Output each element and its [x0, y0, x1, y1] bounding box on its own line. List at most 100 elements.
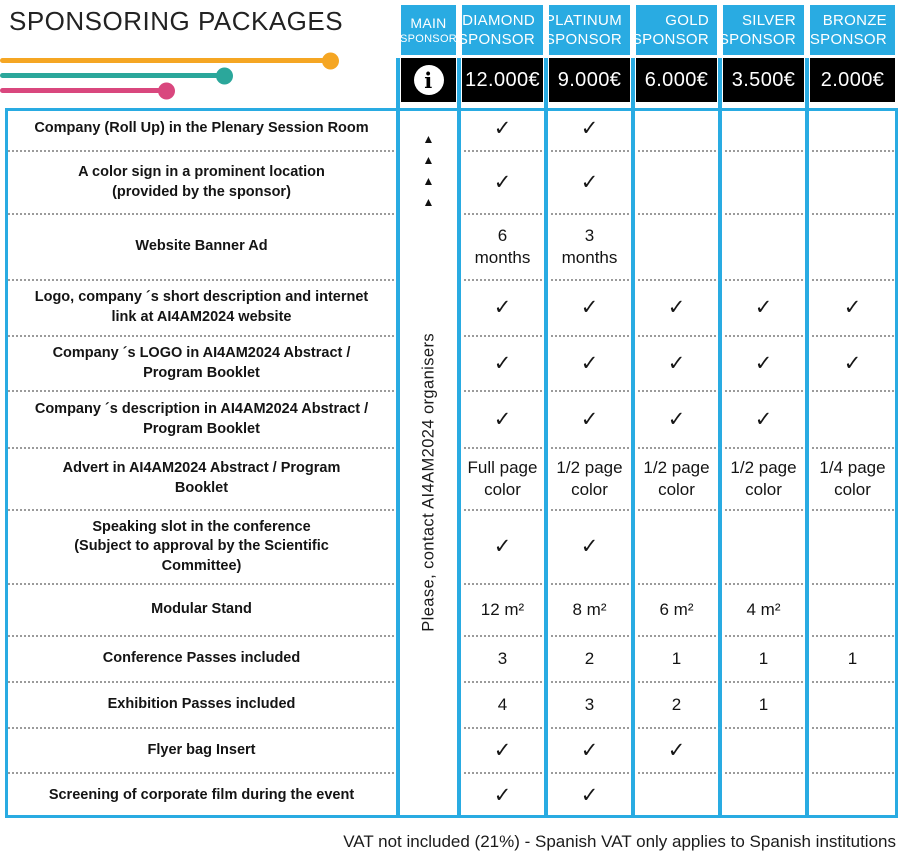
column-divider	[544, 58, 548, 818]
vat-note: VAT not included (21%) - Spanish VAT onl…	[343, 832, 896, 851]
feature-label: Flyer bag Insert	[5, 729, 398, 774]
check-icon: ✓	[580, 784, 599, 808]
check-icon: ✓	[580, 407, 599, 431]
feature-label: Company ´s LOGO in AI4AM2024 Abstract / …	[5, 337, 398, 392]
feature-label: Screening of corporate film during the e…	[48, 787, 355, 804]
package-cell-platinum: ✓	[546, 337, 633, 392]
main-sponsor-note: Please, contact AI4AM2024 organisers	[419, 333, 437, 632]
package-cell-bronze	[807, 683, 898, 729]
package-cell-bronze	[807, 585, 898, 637]
package-cell-silver: 1/2 page color	[720, 449, 807, 511]
package-cell-bronze	[807, 215, 898, 281]
package-cell-bronze	[807, 392, 898, 449]
package-cell-diamond: 6 months	[459, 215, 546, 281]
package-cell-silver	[720, 729, 807, 774]
check-icon: ✓	[754, 407, 773, 431]
package-cell-diamond: 3	[459, 637, 546, 683]
header-line2: SPONSOR	[544, 31, 622, 48]
triangle-icon: ▲	[422, 153, 435, 167]
triangle-icon: ▲	[422, 132, 435, 146]
info-icon: i	[413, 65, 444, 95]
package-cell-gold: ✓	[633, 337, 720, 392]
check-icon: ✓	[580, 296, 599, 320]
timeline-pin-pink-icon	[0, 88, 166, 93]
package-cell-diamond: ✓	[459, 392, 546, 449]
package-cell-silver: ✓	[720, 392, 807, 449]
check-icon: ✓	[493, 170, 512, 194]
column-divider	[396, 58, 400, 818]
main-sponsor-note-cell: ▲ ▲ ▲ ▲ Please, contact AI4AM2024 organiser…	[398, 108, 459, 818]
package-cell-platinum: 3 months	[546, 215, 633, 281]
check-icon: ✓	[580, 170, 599, 194]
package-cell-bronze: ✓	[807, 337, 898, 392]
check-icon: ✓	[493, 117, 512, 141]
check-icon: ✓	[493, 738, 512, 762]
header-line1: SILVER	[741, 11, 796, 29]
package-cell-platinum: ✓	[546, 281, 633, 337]
package-cell-bronze	[807, 729, 898, 774]
feature-label: Advert in AI4AM2024 Abstract / Program B…	[5, 449, 398, 511]
header-line1: PLATINUM	[544, 11, 622, 29]
check-icon: ✓	[493, 296, 512, 320]
package-cell-gold	[633, 511, 720, 585]
feature-label: Exhibition Passes included	[5, 683, 398, 729]
package-cell-platinum: ✓	[546, 108, 633, 152]
check-icon: ✓	[493, 407, 512, 431]
package-cell-silver	[720, 774, 807, 818]
package-cell-diamond: Full page color	[459, 449, 546, 511]
package-cell-platinum: 1/2 page color	[546, 449, 633, 511]
header-cell-silver: SILVER SPONSOR	[719, 5, 804, 55]
triangle-icon: ▲	[422, 195, 435, 209]
package-cell-gold: ✓	[633, 281, 720, 337]
package-cell-diamond: ✓	[459, 152, 546, 215]
package-cell-platinum: 2	[546, 637, 633, 683]
timeline-pin-orange-icon	[0, 58, 330, 63]
package-cell-gold	[633, 774, 720, 818]
check-icon: ✓	[843, 296, 862, 320]
header-cell-main: MAIN SPONSOR	[400, 5, 457, 55]
check-icon: ✓	[843, 351, 862, 375]
check-icon: ✓	[580, 535, 599, 559]
package-cell-silver	[720, 215, 807, 281]
check-icon: ✓	[493, 784, 512, 808]
package-cell-silver: 1	[720, 637, 807, 683]
feature-label: Logo, company ´s short description and i…	[5, 281, 398, 337]
price-cell-silver: 3.500€	[723, 58, 804, 102]
header-cell-diamond: DIAMOND SPONSOR	[458, 5, 543, 55]
feature-label: A color sign in a prominent location (pr…	[5, 152, 398, 215]
package-cell-platinum: 3	[546, 683, 633, 729]
package-cell-diamond: ✓	[459, 511, 546, 585]
feature-label: Speaking slot in the conference (Subject…	[5, 511, 398, 585]
package-cell-platinum: 8 m²	[546, 585, 633, 637]
package-cell-platinum: ✓	[546, 774, 633, 818]
package-cell-gold: ✓	[633, 729, 720, 774]
package-cell-silver	[720, 152, 807, 215]
header-line2: SPONSOR	[631, 31, 709, 48]
package-cell-platinum: ✓	[546, 392, 633, 449]
package-cell-bronze	[807, 774, 898, 818]
check-icon: ✓	[493, 535, 512, 559]
package-cell-diamond: ✓	[459, 281, 546, 337]
package-cell-bronze: 1/4 page color	[807, 449, 898, 511]
package-cell-platinum: ✓	[546, 152, 633, 215]
package-cell-gold	[633, 108, 720, 152]
feature-label: Modular Stand	[5, 585, 398, 637]
check-icon: ✓	[754, 296, 773, 320]
package-cell-gold	[633, 215, 720, 281]
package-cell-gold: 1	[633, 637, 720, 683]
package-cell-bronze	[807, 511, 898, 585]
package-cell-silver: 4 m²	[720, 585, 807, 637]
feature-label: Website Banner Ad	[5, 215, 398, 281]
column-divider	[631, 58, 635, 818]
header-line2: SPONSOR	[809, 31, 887, 48]
package-cell-platinum: ✓	[546, 511, 633, 585]
package-cell-diamond: ✓	[459, 774, 546, 818]
header-line1: BRONZE	[822, 11, 887, 29]
price-cell-main: i	[401, 58, 456, 102]
header-cell-bronze: BRONZE SPONSOR	[810, 5, 895, 55]
package-cell-bronze: ✓	[807, 281, 898, 337]
sponsoring-table: ▲ ▲ ▲ ▲ Please, contact AI4AM2024 organiser…	[5, 5, 898, 818]
triangle-icon: ▲	[422, 174, 435, 188]
header-cell-gold: GOLD SPONSOR	[632, 5, 717, 55]
package-cell-platinum: ✓	[546, 729, 633, 774]
